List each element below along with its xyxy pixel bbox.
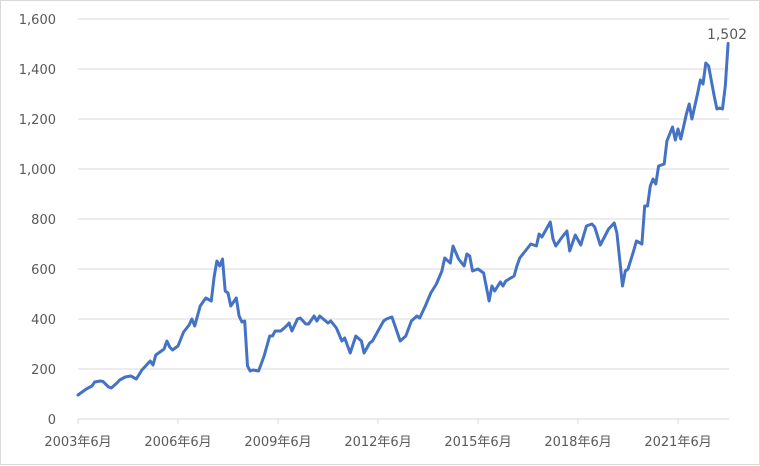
x-tick-label: 2003年6月	[44, 435, 111, 450]
x-tick-label: 2021年6月	[644, 435, 711, 450]
y-tick-label: 800	[31, 213, 56, 228]
y-tick-label: 400	[31, 313, 56, 328]
y-tick-label: 1,400	[19, 63, 56, 78]
y-tick-label: 600	[31, 263, 56, 278]
x-tick-label: 2012年6月	[344, 435, 411, 450]
series-line	[76, 42, 730, 397]
y-tick-label: 1,200	[19, 113, 56, 128]
y-tick-label: 0	[48, 413, 56, 428]
x-tick-label: 2015年6月	[444, 435, 511, 450]
gridlines	[78, 18, 729, 420]
end-data-label: 1,502	[707, 27, 747, 43]
y-tick-label: 1,000	[19, 163, 56, 178]
x-tick-label: 2009年6月	[244, 435, 311, 450]
x-tick-label: 2006年6月	[144, 435, 211, 450]
y-tick-label: 200	[31, 363, 56, 378]
y-axis: 0 200 400 600 800 1,000 1,200 1,400 1,600	[19, 13, 56, 428]
x-axis: 2003年6月 2006年6月 2009年6月 2012年6月 2015年6月 2018年…	[44, 419, 712, 450]
y-tick-label: 1,600	[19, 13, 56, 28]
x-tick-label: 2018年6月	[544, 435, 611, 450]
